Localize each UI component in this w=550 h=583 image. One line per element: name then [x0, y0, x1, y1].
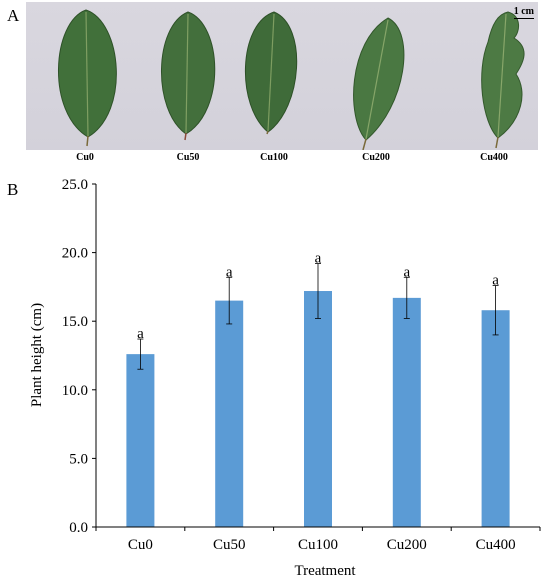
y-tick-label: 0.0 — [69, 520, 88, 536]
x-axis-label: Treatment — [294, 563, 356, 579]
bar-cu50 — [215, 300, 244, 527]
leaf-label-cu0: Cu0 — [76, 152, 94, 163]
x-axis-ticks: Cu0 Cu50 Cu100 Cu200 Cu400 — [95, 527, 541, 553]
panel-b-letter: B — [7, 180, 19, 199]
scale-bar-label: 1 cm — [513, 6, 534, 17]
leaf-label-cu100: Cu100 — [260, 152, 288, 163]
significance-letters: a a a a a — [137, 251, 499, 342]
bar-cu200 — [392, 297, 421, 527]
leaf-label-cu400: Cu400 — [480, 152, 508, 163]
y-axis-ticks: 0.0 5.0 10.0 15.0 20.0 25.0 — [62, 177, 96, 536]
leaf-cu100 — [244, 11, 298, 135]
x-tick-label: Cu50 — [213, 537, 246, 553]
significance-letter: a — [315, 251, 322, 267]
leaf-label-cu200: Cu200 — [362, 152, 390, 163]
bar-cu400 — [481, 310, 510, 527]
leaf-label-cu50: Cu50 — [176, 152, 200, 163]
x-tick-label: Cu400 — [476, 537, 516, 553]
y-tick-label: 15.0 — [62, 314, 88, 330]
x-tick-label: Cu0 — [128, 537, 153, 553]
y-tick-label: 25.0 — [62, 177, 88, 193]
y-tick-label: 5.0 — [69, 451, 88, 467]
error-bars — [137, 263, 499, 370]
leaf-photo: 1 cm — [26, 2, 538, 151]
panel-a-letter: A — [7, 6, 20, 25]
significance-letter: a — [403, 264, 410, 280]
leaf-photo-drawing — [58, 9, 525, 151]
scale-bar: 1 cm — [513, 6, 534, 19]
x-tick-label: Cu200 — [387, 537, 427, 553]
leaf-cu50 — [161, 11, 216, 141]
leaf-cu200 — [353, 17, 405, 151]
significance-letter: a — [226, 264, 233, 280]
leaf-cu0 — [58, 9, 117, 147]
significance-letter: a — [137, 326, 144, 342]
bar-cu100 — [304, 291, 332, 527]
x-tick-label: Cu100 — [298, 537, 338, 553]
y-axis-label: Plant height (cm) — [29, 303, 45, 407]
leaf-cu400 — [481, 11, 525, 149]
bars — [126, 291, 510, 527]
y-tick-label: 10.0 — [62, 383, 88, 399]
bar-cu0 — [126, 354, 155, 527]
significance-letter: a — [492, 273, 499, 289]
y-tick-label: 20.0 — [62, 246, 88, 262]
scale-bar-line — [513, 17, 534, 19]
